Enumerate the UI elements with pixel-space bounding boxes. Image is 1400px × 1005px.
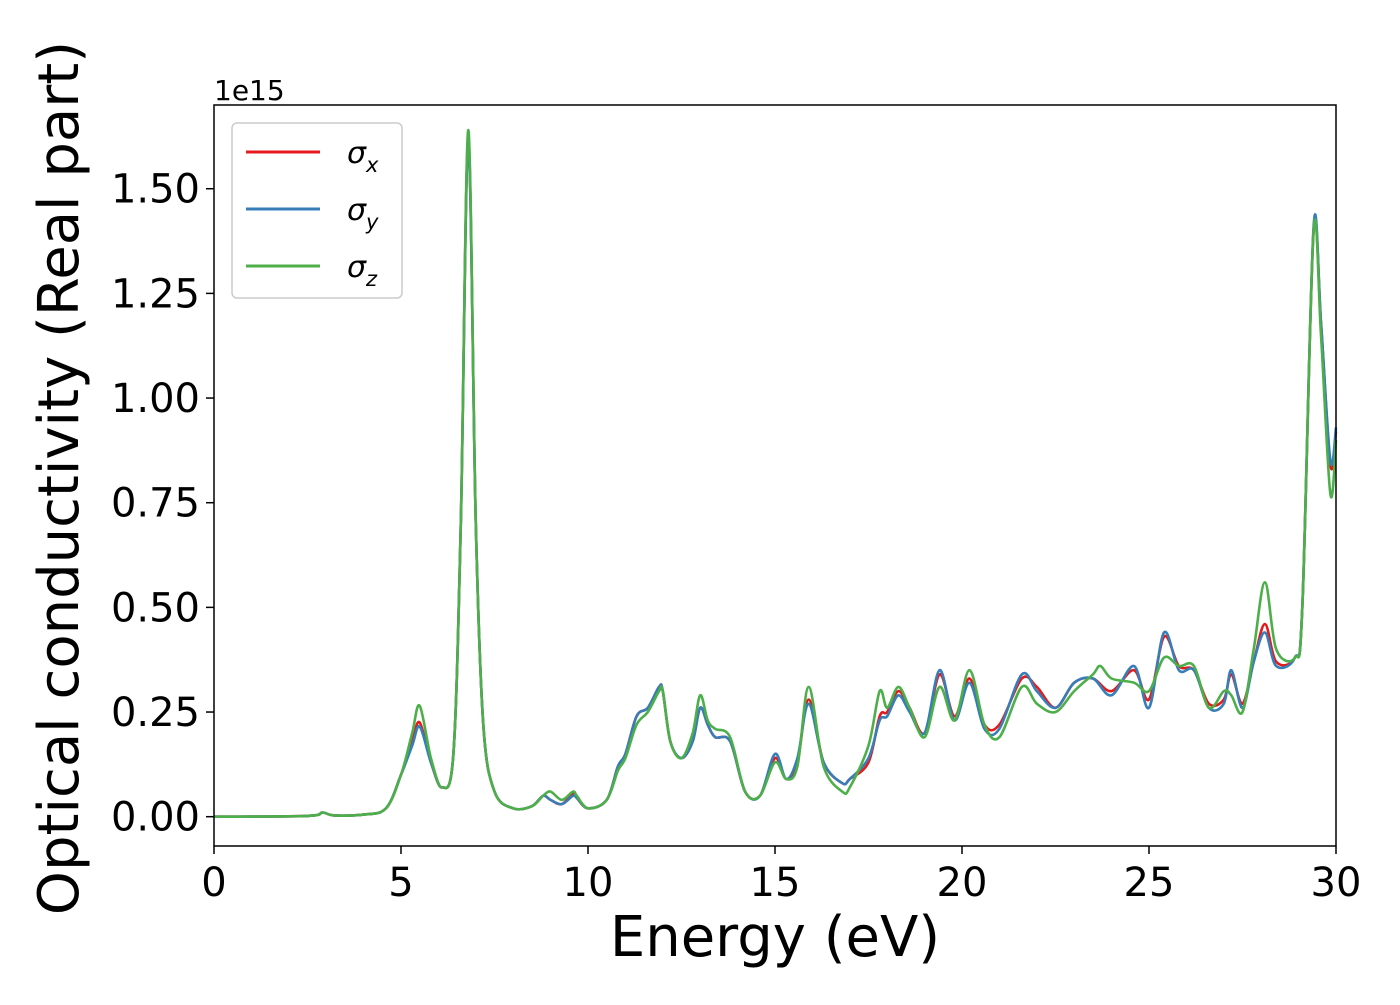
series-lines xyxy=(213,128,1338,818)
x-tick-label: 20 xyxy=(937,860,988,906)
y-tick-label: 1.50 xyxy=(111,167,200,213)
x-tick-label: 0 xyxy=(201,860,226,906)
y-tick-label: 1.25 xyxy=(111,271,200,317)
series-line-z xyxy=(213,128,1338,818)
legend-subscript: y xyxy=(365,210,379,234)
y-tick-label: 1.00 xyxy=(111,376,200,422)
y-tick-label: 0.75 xyxy=(111,481,200,527)
x-tick-label: 25 xyxy=(1124,860,1175,906)
x-tick-label: 10 xyxy=(563,860,614,906)
x-axis: 0 5 10 15 20 25 30 xyxy=(201,846,1361,906)
legend-subscript: x xyxy=(365,153,379,177)
y-tick-label: 0.25 xyxy=(111,690,200,736)
y-axis: 0.00 0.25 0.50 0.75 1.00 1.25 1.50 xyxy=(111,167,214,841)
legend-label-z: σz xyxy=(347,250,378,291)
y-tick-label: 0.00 xyxy=(111,795,200,841)
x-tick-label: 15 xyxy=(750,860,801,906)
y-axis-title: Optical conductivity (Real part) xyxy=(27,41,92,915)
y-tick-label: 0.50 xyxy=(111,585,200,631)
legend-subscript: z xyxy=(365,267,378,291)
x-axis-title: Energy (eV) xyxy=(610,905,940,970)
x-tick-label: 5 xyxy=(388,860,413,906)
x-tick-label: 30 xyxy=(1311,860,1362,906)
y-offset-label: 1e15 xyxy=(214,74,285,107)
